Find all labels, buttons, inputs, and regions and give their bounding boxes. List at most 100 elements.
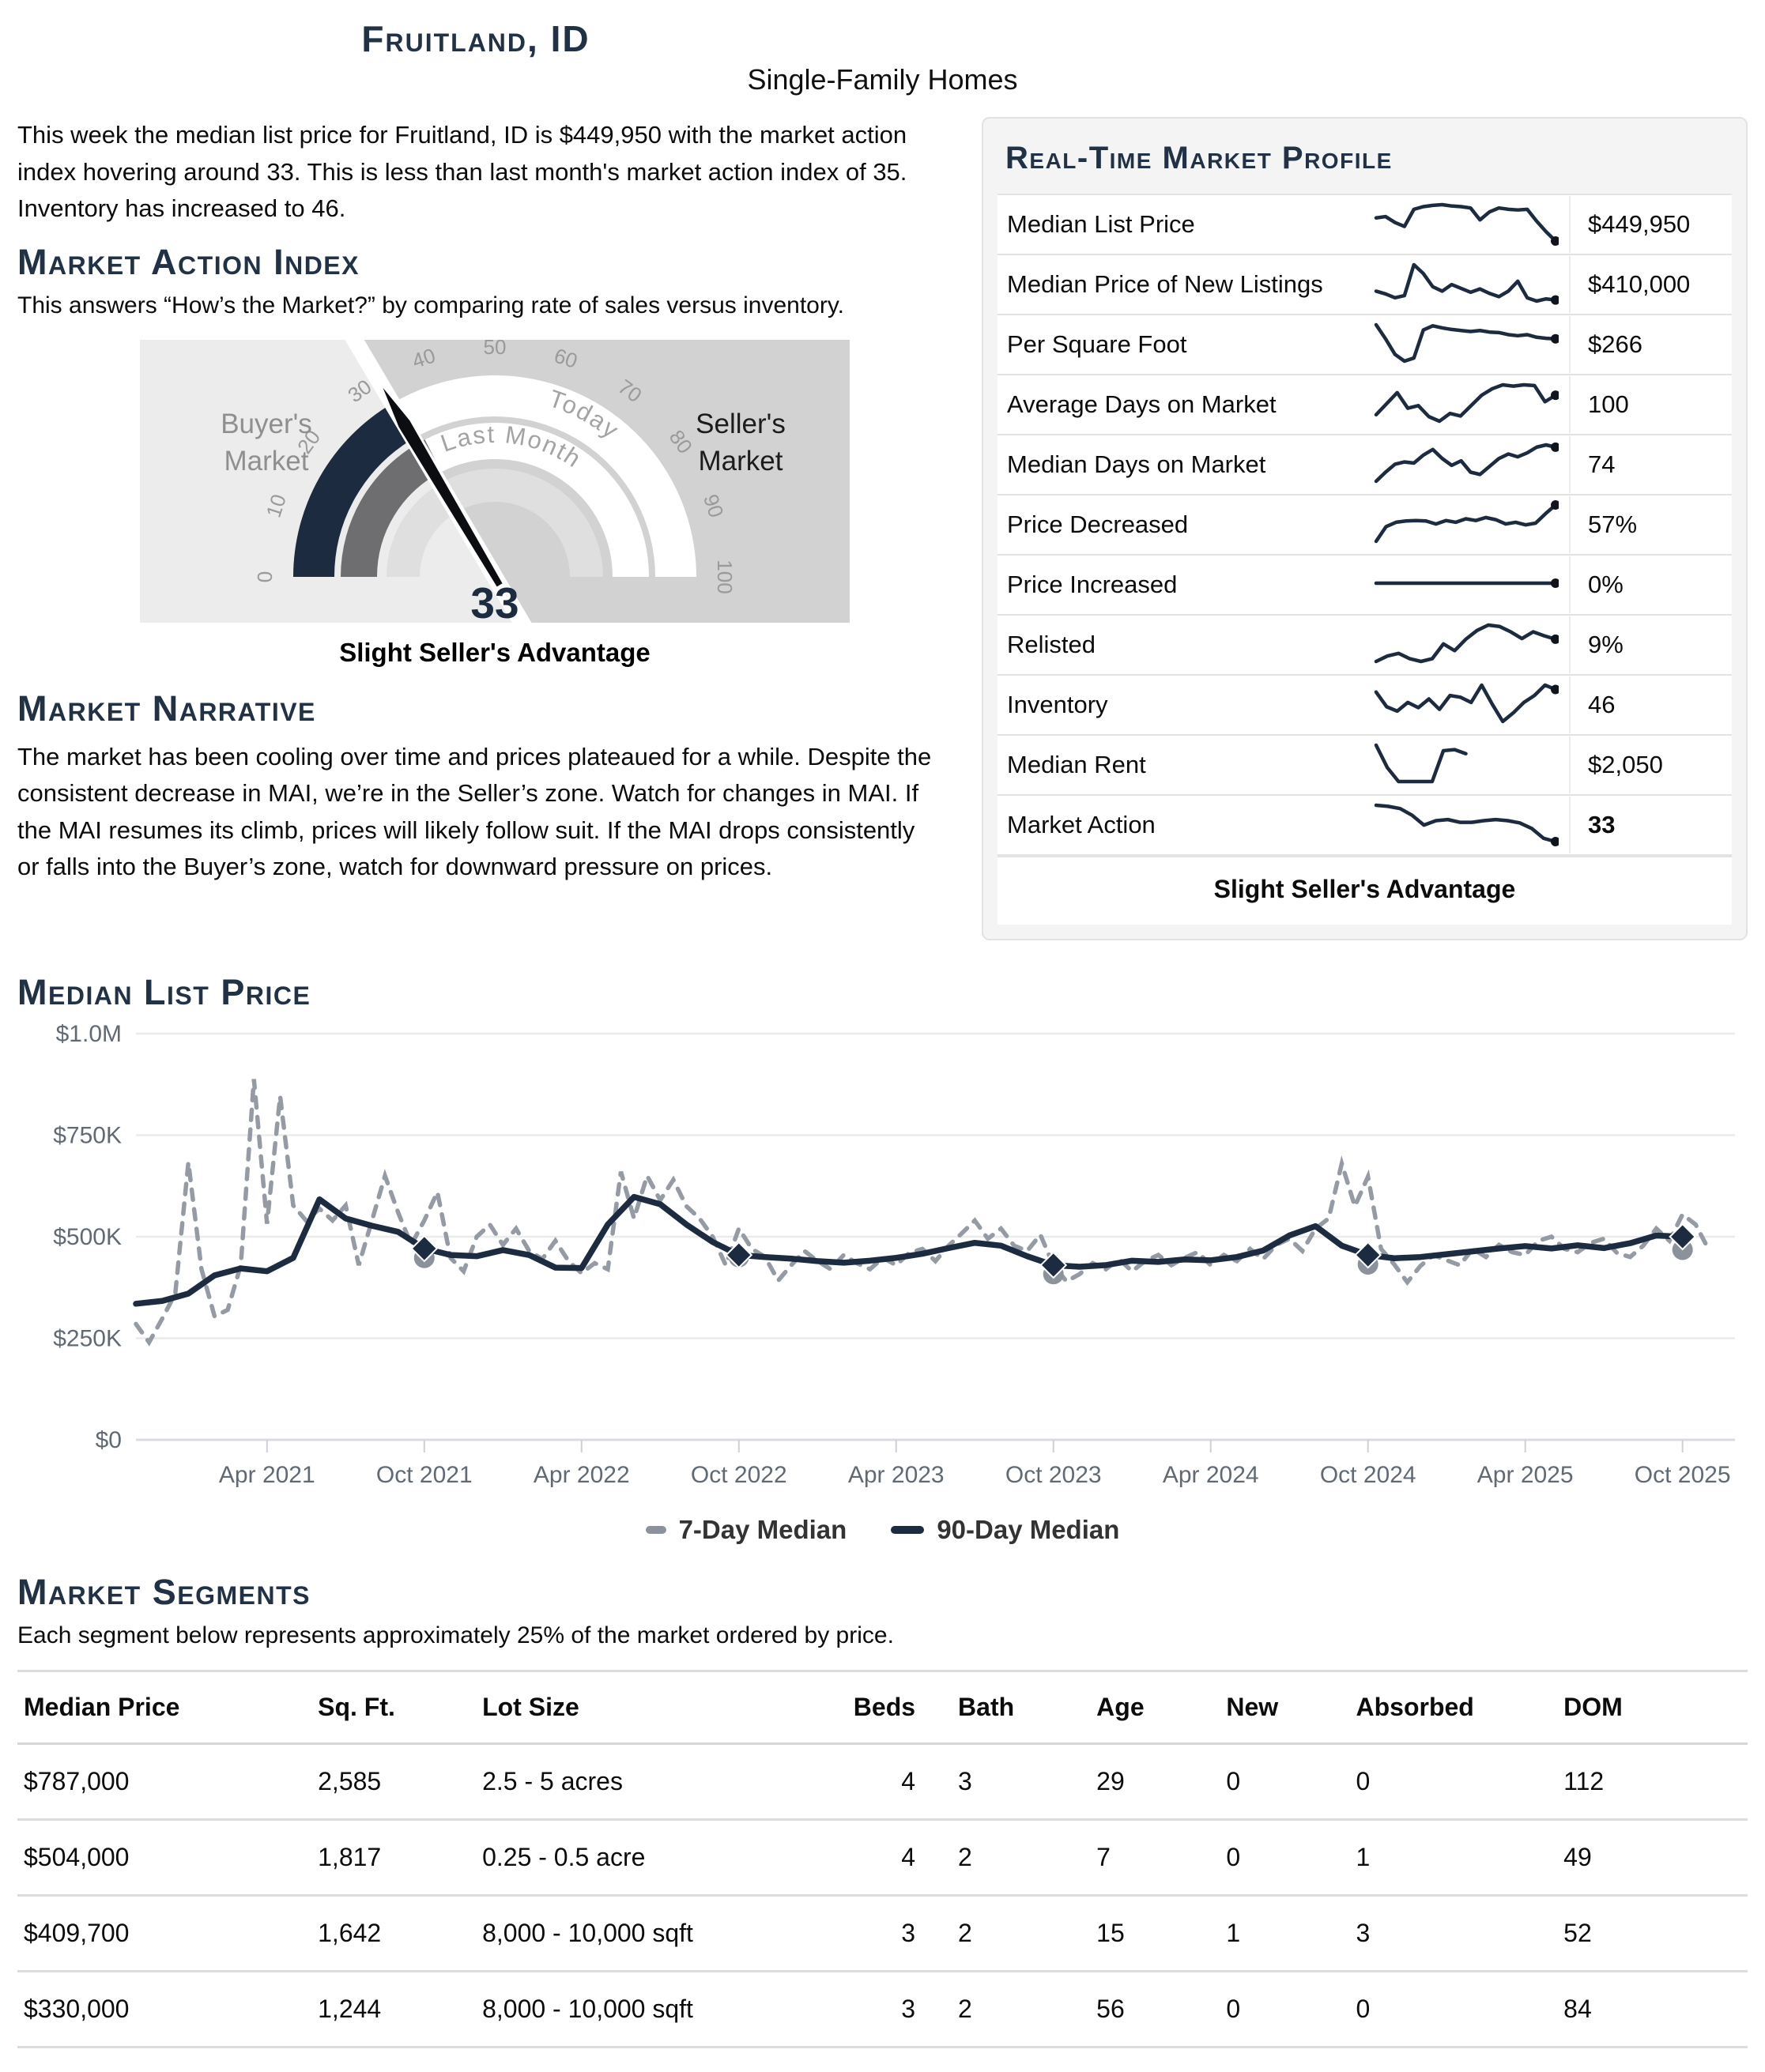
x-axis-label: Apr 2021 <box>219 1462 315 1488</box>
profile-row-sparkline <box>1373 439 1569 492</box>
segments-cell: 1 <box>1226 1919 1241 1947</box>
segments-column-header: Bath <box>958 1693 1015 1721</box>
profile-row-label: Median Price of New Listings <box>1007 270 1323 298</box>
gauge-tick-label: 0 <box>253 571 277 582</box>
segments-cell: 8,000 - 10,000 sqft <box>482 1919 693 1947</box>
y-axis-label: $0 <box>96 1427 122 1453</box>
profile-row: Price Decreased 57% <box>998 494 1732 554</box>
segments-cell: 3 <box>958 1767 972 1795</box>
legend-swatch-icon <box>891 1526 925 1534</box>
y-axis-label: $1.0M <box>56 1023 122 1047</box>
x-axis-label: Oct 2021 <box>376 1462 473 1488</box>
segments-cell: 1 <box>1356 1843 1371 1871</box>
profile-row-value: 46 <box>1569 676 1729 733</box>
profile-row-sparkline <box>1373 619 1569 672</box>
profile-row-sparkline <box>1373 799 1569 852</box>
market-profile-rows: Median List Price $449,950 Median Price of… <box>998 194 1732 856</box>
segments-row: $409,700 1,642 8,000 - 10,000 sqft 3 2 15 1 3 52 <box>17 1896 1748 1972</box>
profile-row-sparkline <box>1373 559 1569 612</box>
ninety-day-marker <box>1669 1222 1697 1251</box>
profile-row-sparkline <box>1373 739 1569 792</box>
ninety-day-marker <box>1039 1251 1068 1279</box>
gauge-last-month-track <box>424 422 649 577</box>
segments-cell: 52 <box>1563 1919 1592 1947</box>
profile-row-value: 57% <box>1569 496 1729 553</box>
page-subtitle: Single-Family Homes <box>747 63 1018 96</box>
profile-row-value: 9% <box>1569 616 1729 673</box>
segments-cell: 0 <box>1226 1995 1241 2023</box>
market-profile-panel: Real-Time Market Profile Median List Pri… <box>982 117 1748 940</box>
ninety-day-marker <box>1354 1241 1382 1269</box>
legend-item: 90-Day Median <box>891 1515 1119 1545</box>
profile-row-value: 0% <box>1569 556 1729 613</box>
segments-cell: 3 <box>901 1919 916 1947</box>
profile-row-label: Price Decreased <box>1007 510 1189 538</box>
segments-column-header: Beds <box>853 1693 916 1721</box>
segments-cell: 0.25 - 0.5 acre <box>482 1843 646 1871</box>
profile-row-sparkline <box>1373 318 1569 371</box>
profile-row: Price Increased 0% <box>998 554 1732 614</box>
segments-column-header: Age <box>1096 1693 1145 1721</box>
segments-cell: 1,244 <box>318 1995 382 2023</box>
profile-row-value: $266 <box>1569 316 1729 373</box>
x-axis-label: Apr 2022 <box>534 1462 630 1488</box>
profile-row-sparkline <box>1373 198 1569 251</box>
segments-column-header: Absorbed <box>1356 1693 1474 1721</box>
profile-row-label: Inventory <box>1007 691 1108 718</box>
profile-row-label: Average Days on Market <box>1007 390 1277 418</box>
market-narrative-text: The market has been cooling over time an… <box>17 742 932 881</box>
segments-cell: 4 <box>901 1843 916 1871</box>
segments-row: $330,000 1,244 8,000 - 10,000 sqft 3 2 56 0 0 84 <box>17 1972 1748 2048</box>
segments-column-header: New <box>1226 1693 1279 1721</box>
segments-cell: 15 <box>1096 1919 1125 1947</box>
ninety-day-median-line <box>133 1193 1686 1307</box>
segments-column-header: Lot Size <box>482 1693 579 1721</box>
profile-row-sparkline <box>1373 499 1569 552</box>
profile-row-value: 33 <box>1569 797 1729 853</box>
legend-swatch-icon <box>645 1526 666 1534</box>
profile-row-value: 100 <box>1569 376 1729 433</box>
market-action-index-heading: Market Action Index <box>17 241 360 282</box>
segments-cell: 0 <box>1226 1843 1241 1871</box>
segments-cell: 8,000 - 10,000 sqft <box>482 1995 693 2023</box>
ninety-day-marker <box>410 1234 439 1263</box>
segments-cell: 2,585 <box>318 1767 382 1795</box>
y-axis-label: $750K <box>53 1123 122 1149</box>
page-title: Fruitland, ID <box>361 18 590 59</box>
market-profile-heading: Real-Time Market Profile <box>1005 141 1393 175</box>
gauge-buyer-zone-label: Buyer's Market <box>221 409 312 477</box>
segments-cell: 84 <box>1563 1995 1592 2023</box>
segments-cell: 2 <box>958 1843 972 1871</box>
gauge-last-month-arc <box>341 439 442 578</box>
x-axis-label: Apr 2025 <box>1477 1462 1574 1488</box>
gauge-tick-label: 50 <box>484 340 507 359</box>
profile-row: Market Action 33 <box>998 794 1732 856</box>
gauge-value: 33 <box>470 578 519 623</box>
profile-row-label: Median List Price <box>1007 210 1195 238</box>
segments-cell: 0 <box>1356 1995 1371 2023</box>
segments-row: $504,000 1,817 0.25 - 0.5 acre 4 2 7 0 1 49 <box>17 1820 1748 1896</box>
y-axis-label: $250K <box>53 1326 122 1352</box>
profile-row: Per Square Foot $266 <box>998 314 1732 374</box>
segments-header-row: Median Price Sq. Ft. Lot Size Beds Bath Age Ne… <box>17 1671 1748 1744</box>
gauge-today-arc <box>293 403 414 577</box>
segments-cell: $787,000 <box>24 1767 130 1795</box>
profile-row-label: Median Days on Market <box>1007 450 1266 478</box>
profile-row-value: $410,000 <box>1569 256 1729 313</box>
gauge-today-track <box>392 375 696 577</box>
profile-row: Median Price of New Listings $410,000 <box>998 254 1732 314</box>
segments-cell: 0 <box>1356 1767 1371 1795</box>
profile-row-sparkline <box>1373 679 1569 732</box>
profile-row: Inventory 46 <box>998 674 1732 734</box>
market-action-gauge: Last Month Today 0 10 20 30 40 50 60 70 80 90 100 Buy… <box>140 335 850 668</box>
x-axis-label: Apr 2023 <box>848 1462 945 1488</box>
median-list-price-heading: Median List Price <box>17 972 311 1012</box>
ninety-day-marker <box>725 1241 753 1269</box>
segments-cell: 1,817 <box>318 1843 382 1871</box>
gauge-dial: Last Month Today 0 10 20 30 40 50 60 70 80 90 100 Buy… <box>140 335 850 627</box>
segments-cell: 49 <box>1563 1843 1592 1871</box>
profile-row-label: Per Square Foot <box>1007 330 1187 358</box>
segments-column-header: Sq. Ft. <box>318 1693 395 1721</box>
